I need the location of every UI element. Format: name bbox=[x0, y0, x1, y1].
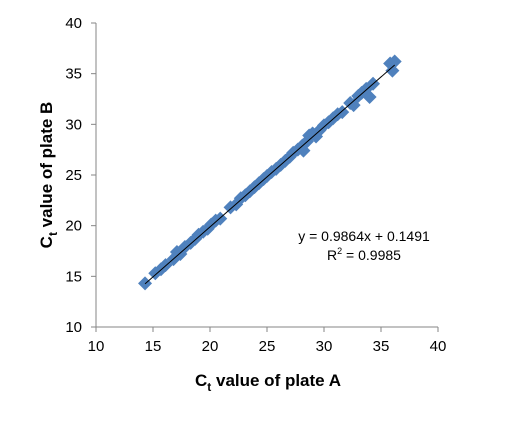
x-axis-title-rest: value of plate A bbox=[211, 371, 341, 390]
r-squared-sup: 2 bbox=[337, 246, 342, 256]
y-axis-title-rest: value of plate B bbox=[37, 102, 56, 232]
r-squared-base: R bbox=[327, 247, 337, 263]
y-tick-label: 35 bbox=[65, 66, 82, 83]
x-tick-label: 25 bbox=[259, 338, 276, 355]
x-axis-title-base: C bbox=[195, 371, 207, 390]
data-point bbox=[385, 63, 400, 78]
x-tick-label: 15 bbox=[145, 338, 162, 355]
data-point bbox=[387, 54, 402, 69]
y-axis-title-sub: t bbox=[46, 232, 60, 236]
data-point bbox=[335, 105, 350, 120]
x-axis-title-sub: t bbox=[207, 380, 211, 394]
data-point bbox=[362, 89, 377, 104]
x-tick-label: 30 bbox=[316, 338, 333, 355]
y-axis-title-base: C bbox=[37, 236, 56, 248]
y-tick-label: 40 bbox=[65, 15, 82, 32]
y-tick-label: 25 bbox=[65, 167, 82, 184]
r-squared-label: R2 = 0.9985 bbox=[327, 246, 401, 263]
y-tick-label: 10 bbox=[65, 319, 82, 336]
axes: 10 15 20 25 30 35 40 10 15 20 25 30 35 40 bbox=[65, 15, 446, 355]
r-squared-rest: = 0.9985 bbox=[342, 247, 401, 263]
y-tick-label: 20 bbox=[65, 218, 82, 235]
trendline bbox=[144, 64, 396, 285]
x-tick-label: 10 bbox=[88, 338, 105, 355]
y-tick-label: 30 bbox=[65, 116, 82, 133]
x-axis-title: Ct value of plate A bbox=[195, 371, 341, 394]
y-axis-title: Ct value of plate B bbox=[37, 102, 60, 249]
x-tick-label: 35 bbox=[373, 338, 390, 355]
x-tick-label: 40 bbox=[430, 338, 447, 355]
y-tick-label: 15 bbox=[65, 268, 82, 285]
trendline-equation: y = 0.9864x + 0.1491 bbox=[298, 228, 430, 244]
x-tick-label: 20 bbox=[202, 338, 219, 355]
trendline-group bbox=[144, 64, 396, 285]
